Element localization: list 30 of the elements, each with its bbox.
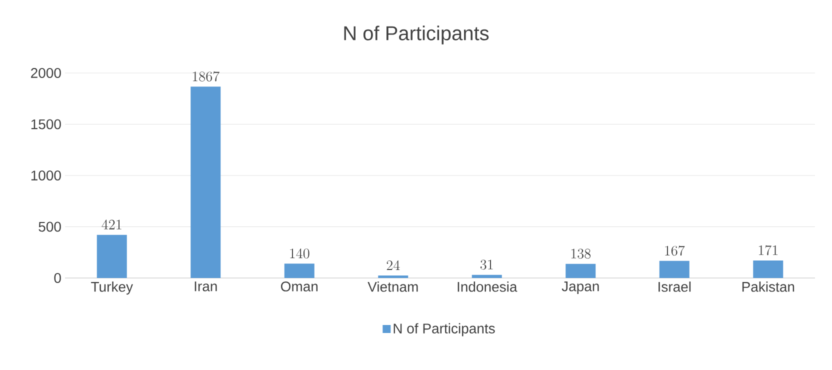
data-label: 167	[665, 246, 685, 256]
chart-title: N of Participants	[344, 26, 489, 44]
y-tick-label: 500	[38, 222, 61, 232]
y-tick-label: 1500	[31, 119, 61, 130]
bar	[472, 274, 502, 278]
x-tick-label: Japan	[562, 282, 599, 294]
x-tick-label: Turkey	[91, 282, 133, 295]
data-label: 1867	[192, 71, 220, 82]
x-tick-label: Indonesia	[458, 282, 518, 292]
data-label: 171	[758, 245, 778, 256]
data-label: 140	[290, 248, 310, 258]
data-label: 31	[480, 260, 493, 270]
y-tick-label: 1000	[31, 170, 61, 180]
data-label: 421	[102, 220, 122, 230]
bar	[96, 234, 127, 278]
legend-label: N of Participants	[394, 323, 495, 336]
x-tick-label: Israel	[658, 282, 691, 292]
bar	[190, 86, 221, 278]
bar	[659, 260, 690, 278]
bar	[284, 264, 314, 278]
x-tick-label: Iran	[194, 282, 217, 292]
y-tick-label: 2000	[31, 68, 61, 78]
bar	[566, 264, 596, 278]
data-label: 138	[571, 248, 591, 259]
x-tick-label: Pakistan	[742, 282, 794, 292]
bar	[753, 260, 784, 278]
data-label: 24	[386, 260, 400, 270]
x-tick-label: Vietnam	[368, 282, 418, 292]
y-tick-label: 0	[54, 273, 61, 283]
x-tick-label: Oman	[280, 282, 318, 292]
